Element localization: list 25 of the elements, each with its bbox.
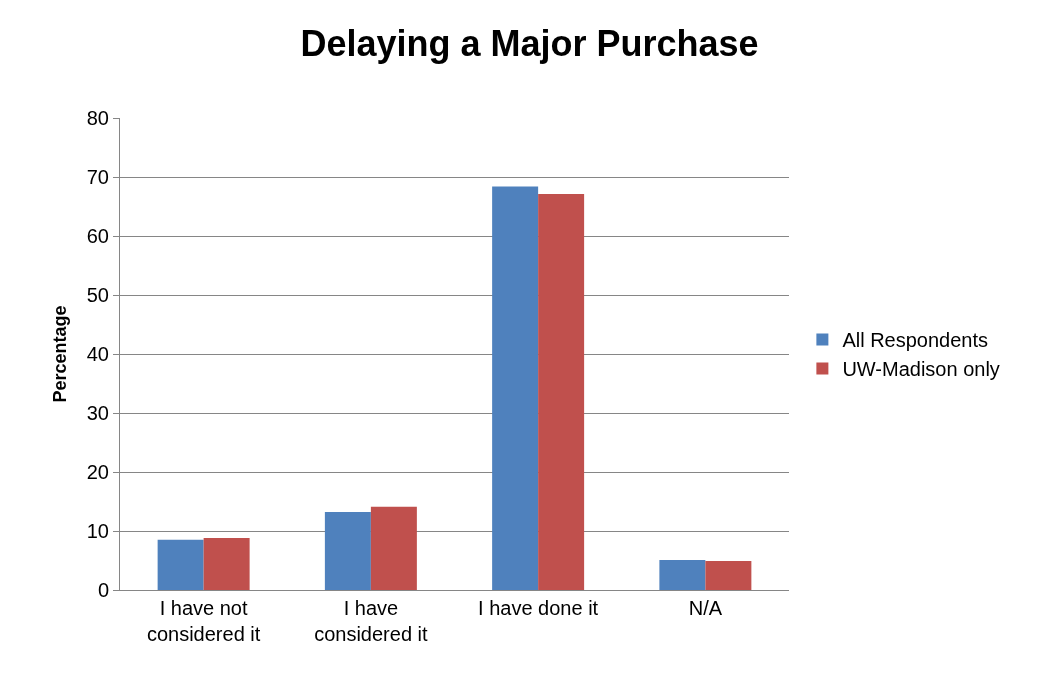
y-tick-label: 70 [86,166,109,188]
bar [324,512,371,590]
x-tick-label: I have considered it [314,597,429,645]
y-tick-label: 60 [86,225,109,247]
y-tick-label: 10 [86,520,109,542]
x-tick-label: I have done it [478,597,599,619]
bar [492,186,539,590]
y-tick-label: 80 [86,107,109,129]
legend-label: UW-Madison only [842,358,1000,381]
bar [659,559,706,590]
y-tick-label: 20 [86,461,109,483]
bar [538,194,585,590]
bar [203,538,250,590]
y-tick-label: 50 [86,284,109,306]
chart-title: Delaying a Major Purchase [300,23,759,65]
x-tick-label: I have not considered it [146,597,261,645]
legend-label: All Respondents [842,329,989,352]
y-tick-label: 30 [86,402,109,424]
bar [157,539,204,590]
y-axis-title: Percentage [49,305,70,403]
x-tick-label: N/A [688,597,723,619]
bar [370,506,417,590]
bar [705,561,752,590]
y-tick-label: 40 [86,343,109,365]
y-tick-label: 0 [97,579,109,601]
